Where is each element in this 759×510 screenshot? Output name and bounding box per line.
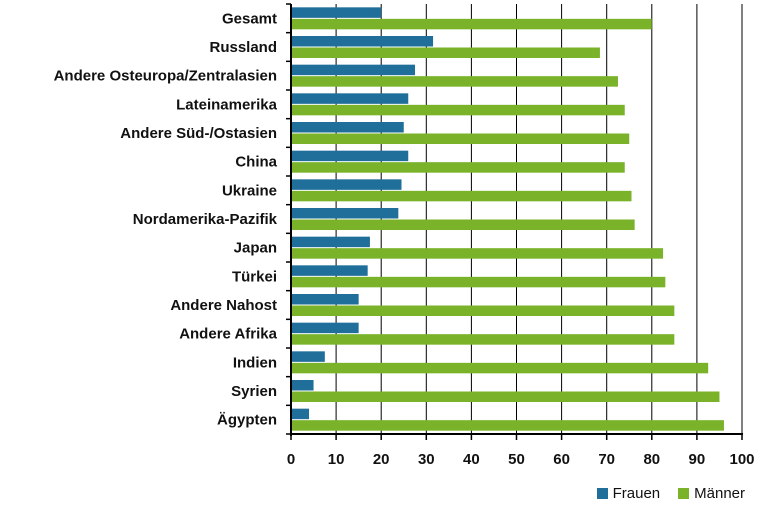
category-label: Gesamt [222, 10, 277, 27]
category-label: Syrien [231, 383, 277, 400]
bar-frauen-5 [291, 150, 409, 162]
bar-frauen-14 [291, 408, 310, 420]
x-tick-label-20: 20 [373, 451, 390, 468]
category-label: Japan [234, 240, 277, 257]
x-tick-label-60: 60 [553, 451, 570, 468]
bar-frauen-3 [291, 93, 409, 104]
bar-frauen-8 [291, 236, 370, 248]
legend: Frauen Männer [579, 485, 745, 502]
bar-frauen-6 [291, 179, 402, 190]
bar-männer-4 [291, 133, 630, 144]
bar-männer-13 [291, 391, 720, 402]
tick-labels: 0 10 20 30 40 50 60 70 80 90 100 [287, 451, 755, 468]
x-tick-label-0: 0 [287, 451, 295, 468]
bar-männer-7 [291, 219, 635, 230]
category-label: Andere Süd-/Ostasien [120, 125, 277, 142]
x-tick-label-80: 80 [643, 451, 660, 468]
bar-männer-2 [291, 76, 618, 87]
x-tick-label-50: 50 [508, 451, 525, 468]
bar-frauen-2 [291, 64, 416, 76]
x-tick-label-40: 40 [463, 451, 480, 468]
grid-lines [335, 4, 743, 434]
bar-frauen-7 [291, 208, 399, 219]
legend-swatch-maenner [678, 488, 690, 499]
category-label: Nordamerika-Pazifik [133, 211, 278, 228]
category-label: Russland [209, 39, 277, 56]
bar-männer-8 [291, 248, 664, 259]
bar-männer-1 [291, 47, 600, 58]
category-label: Lateinamerika [176, 96, 278, 113]
category-label: Ukraine [222, 182, 277, 199]
category-label: Andere Nahost [170, 297, 277, 314]
bar-männer-11 [291, 334, 675, 345]
x-tick-label-30: 30 [418, 451, 435, 468]
category-labels: Gesamt Russland Andere Osteuropa/Zentralas… [54, 10, 278, 428]
bar-frauen-4 [291, 122, 404, 133]
bar-frauen-12 [291, 351, 325, 362]
bar-frauen-1 [291, 36, 434, 47]
bar-männer-14 [291, 420, 724, 431]
bar-männer-12 [291, 362, 709, 374]
category-label: Indien [233, 354, 277, 371]
bar-männer-0 [291, 18, 652, 30]
x-tick-label-70: 70 [598, 451, 615, 468]
legend-item-maenner: Männer [678, 485, 745, 502]
x-tick-label-100: 100 [729, 451, 754, 468]
category-label: Türkei [232, 268, 277, 285]
bar-frauen-11 [291, 322, 359, 334]
bar-männer-5 [291, 162, 625, 173]
category-label: Andere Osteuropa/Zentralasien [54, 68, 277, 85]
bars [291, 7, 724, 431]
category-label: China [235, 154, 277, 171]
bar-frauen-10 [291, 294, 359, 305]
legend-label-maenner: Männer [694, 485, 745, 502]
category-label: Andere Afrika [179, 326, 277, 343]
bar-frauen-9 [291, 265, 368, 276]
legend-swatch-frauen [596, 488, 608, 499]
bar-männer-6 [291, 190, 632, 202]
bar-frauen-13 [291, 380, 314, 391]
axes [286, 3, 743, 440]
bar-männer-10 [291, 305, 675, 316]
bar-frauen-0 [291, 7, 382, 18]
category-label: Ägypten [217, 412, 277, 429]
legend-item-frauen: Frauen [596, 485, 661, 502]
bar-männer-3 [291, 104, 625, 116]
x-tick-label-10: 10 [328, 451, 345, 468]
legend-label-frauen: Frauen [612, 485, 661, 502]
x-tick-label-90: 90 [689, 451, 706, 468]
bar-männer-9 [291, 276, 666, 288]
